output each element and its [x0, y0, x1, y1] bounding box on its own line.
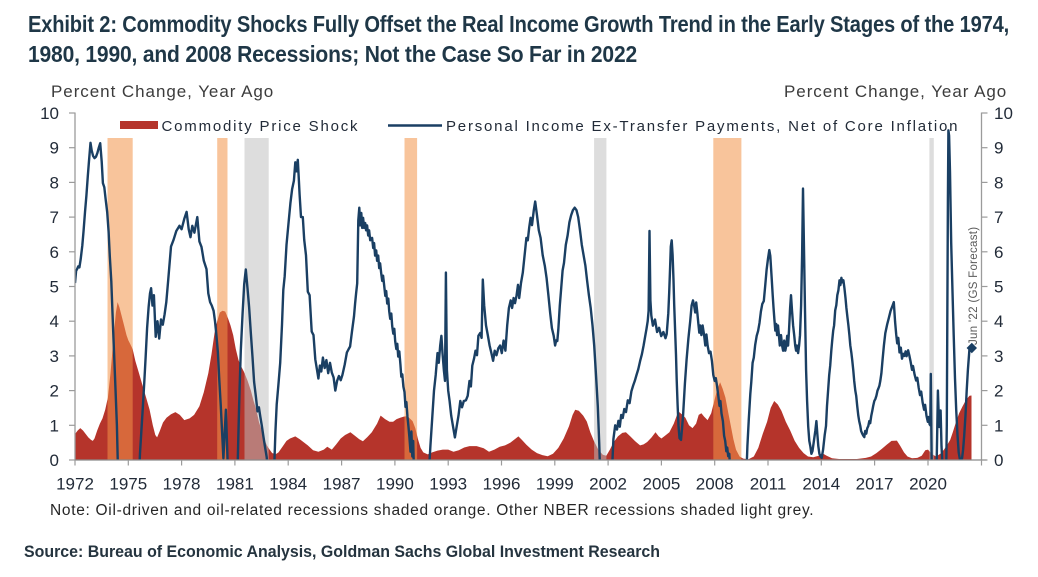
svg-text:0: 0: [50, 451, 59, 470]
svg-text:1972: 1972: [56, 475, 94, 494]
svg-text:5: 5: [994, 278, 1003, 297]
svg-text:0: 0: [994, 451, 1003, 470]
svg-text:1993: 1993: [429, 475, 467, 494]
svg-text:9: 9: [50, 139, 59, 158]
svg-text:1978: 1978: [163, 475, 201, 494]
svg-text:10: 10: [994, 104, 1013, 123]
svg-text:2014: 2014: [802, 475, 840, 494]
svg-text:1999: 1999: [536, 475, 574, 494]
svg-text:4: 4: [50, 312, 59, 331]
svg-text:9: 9: [994, 139, 1003, 158]
svg-text:3: 3: [994, 347, 1003, 366]
svg-text:6: 6: [50, 243, 59, 262]
svg-text:1975: 1975: [109, 475, 147, 494]
svg-text:2020: 2020: [909, 475, 947, 494]
svg-text:5: 5: [50, 278, 59, 297]
svg-text:2011: 2011: [750, 475, 787, 494]
svg-text:2: 2: [50, 382, 59, 401]
svg-text:8: 8: [50, 173, 59, 192]
svg-text:2002: 2002: [589, 475, 627, 494]
svg-text:3: 3: [50, 347, 59, 366]
svg-text:1981: 1981: [216, 475, 254, 494]
svg-text:1: 1: [50, 416, 59, 435]
svg-text:1987: 1987: [323, 475, 361, 494]
svg-text:4: 4: [994, 312, 1003, 331]
svg-text:7: 7: [50, 208, 59, 227]
svg-text:7: 7: [994, 208, 1003, 227]
svg-text:2017: 2017: [856, 475, 894, 494]
svg-text:1996: 1996: [483, 475, 521, 494]
svg-text:Commodity Price Shock: Commodity Price Shock: [162, 118, 360, 135]
svg-text:1990: 1990: [376, 475, 414, 494]
svg-text:2008: 2008: [696, 475, 734, 494]
svg-text:2005: 2005: [642, 475, 680, 494]
svg-text:1984: 1984: [269, 475, 307, 494]
svg-text:10: 10: [40, 104, 59, 123]
svg-text:8: 8: [994, 173, 1003, 192]
svg-text:Jun '22 (GS Forecast): Jun '22 (GS Forecast): [968, 227, 980, 345]
svg-text:1: 1: [994, 416, 1003, 435]
svg-text:2: 2: [994, 382, 1003, 401]
svg-text:Personal Income Ex-Transfer Pa: Personal Income Ex-Transfer Payments, Ne…: [446, 118, 959, 135]
svg-text:6: 6: [994, 243, 1003, 262]
